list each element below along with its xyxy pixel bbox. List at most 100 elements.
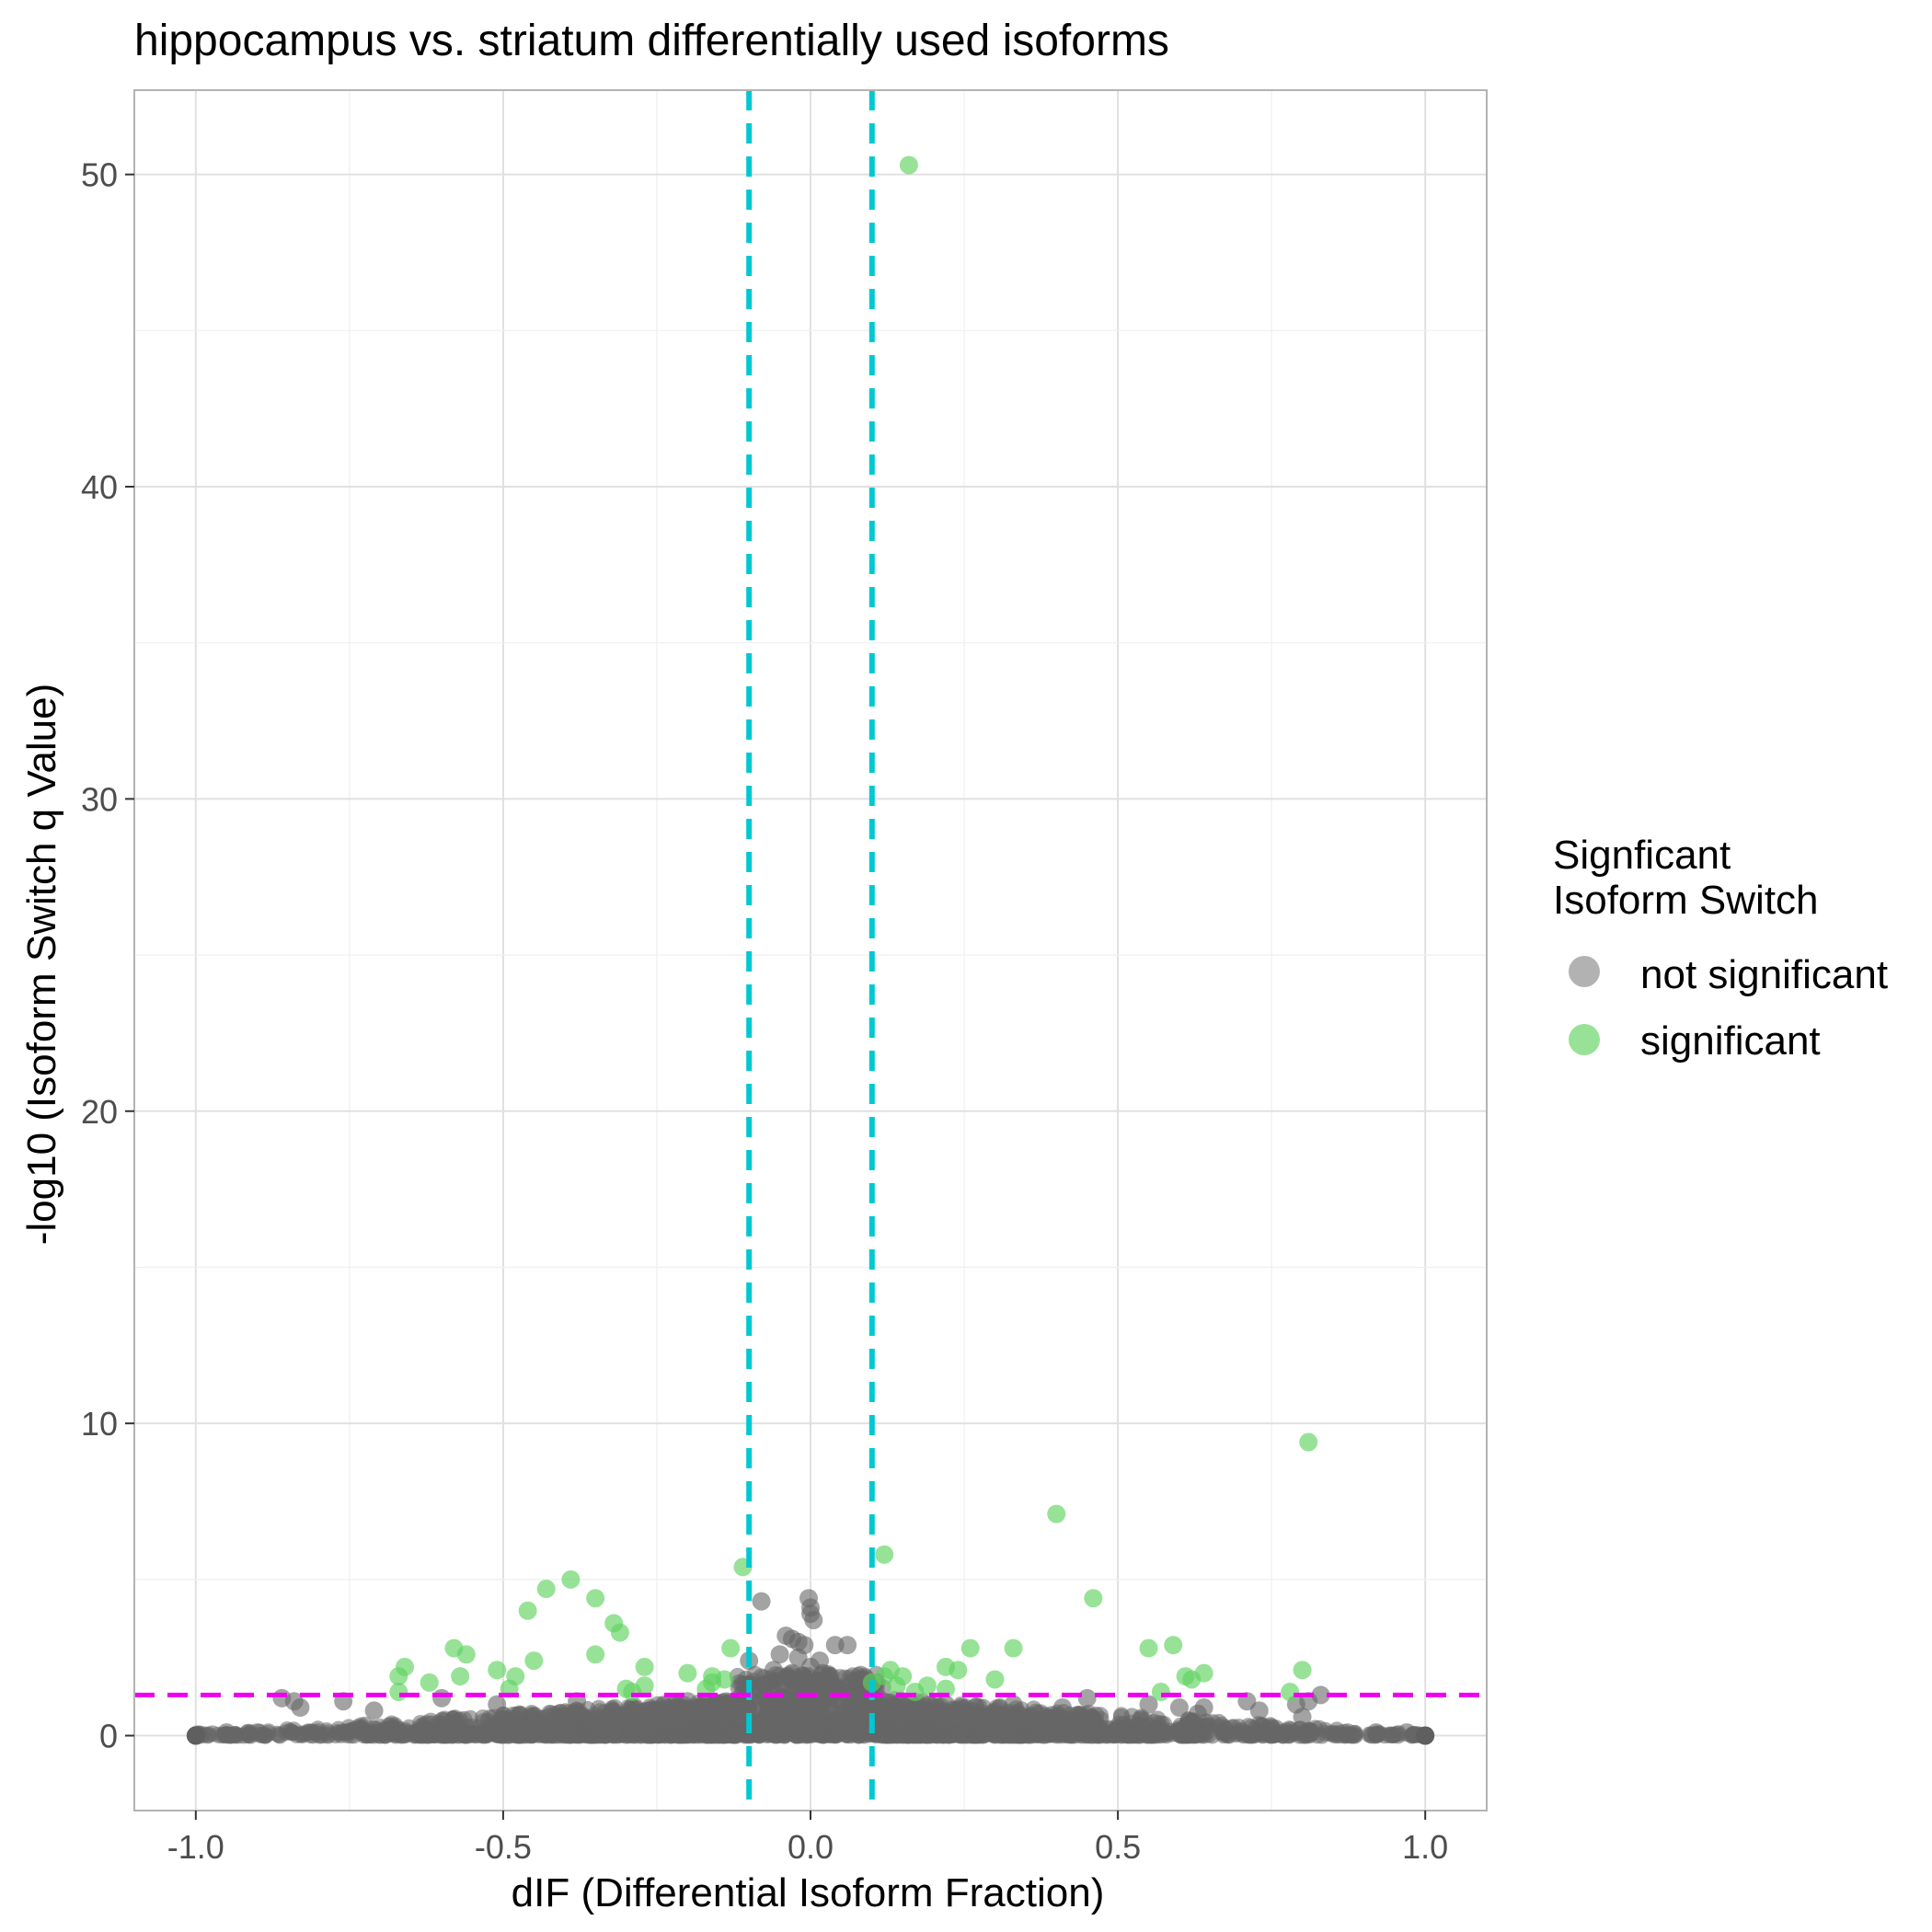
point-not-significant: [607, 1719, 625, 1736]
point-not-significant: [1044, 1720, 1062, 1738]
point-significant: [561, 1570, 581, 1589]
point-not-significant: [1336, 1723, 1353, 1741]
point-not-significant: [563, 1707, 581, 1724]
point-not-significant: [523, 1727, 540, 1744]
point-not-significant: [1052, 1698, 1072, 1718]
point-not-significant: [1188, 1704, 1207, 1723]
point-not-significant: [819, 1702, 836, 1719]
point-not-significant: [940, 1727, 958, 1744]
point-not-significant: [544, 1718, 561, 1735]
point-significant: [451, 1667, 470, 1686]
y-tick-label: 30: [81, 780, 118, 818]
y-axis-label: -log10 (Isoform Switch q Value): [19, 684, 64, 1246]
point-not-significant: [804, 1705, 822, 1722]
point-not-significant: [1219, 1727, 1236, 1744]
point-not-significant: [965, 1727, 983, 1744]
point-not-significant: [303, 1723, 320, 1741]
point-not-significant: [1293, 1708, 1312, 1727]
point-not-significant: [761, 1718, 778, 1735]
point-not-significant: [561, 1720, 579, 1738]
point-not-significant: [1147, 1725, 1165, 1742]
point-not-significant: [1268, 1726, 1285, 1743]
y-tick-label: 50: [81, 156, 118, 194]
point-significant: [1299, 1432, 1318, 1452]
x-tick-label: 0.5: [1095, 1828, 1141, 1866]
x-tick-label: 0.0: [788, 1828, 834, 1866]
point-significant: [586, 1589, 605, 1608]
point-not-significant: [671, 1724, 688, 1742]
point-significant: [1194, 1663, 1213, 1683]
point-not-significant: [837, 1684, 855, 1701]
point-not-significant: [364, 1701, 384, 1720]
point-significant: [875, 1545, 894, 1564]
x-axis-ticks: -1.0 -0.5 0.0 0.5 1.0: [167, 1811, 1448, 1866]
point-not-significant: [995, 1708, 1012, 1726]
point-not-significant: [475, 1713, 492, 1731]
point-not-significant: [1012, 1727, 1029, 1744]
point-not-significant: [725, 1727, 742, 1744]
point-not-significant: [698, 1721, 716, 1739]
point-not-significant: [282, 1722, 299, 1740]
chart-title: hippocampus vs. striatum differentially …: [134, 17, 1169, 65]
point-not-significant: [928, 1727, 946, 1744]
point-not-significant: [1311, 1685, 1330, 1705]
point-significant: [420, 1673, 439, 1692]
point-not-significant: [621, 1726, 638, 1743]
point-significant: [899, 155, 918, 175]
point-not-significant: [319, 1724, 337, 1742]
point-significant: [389, 1667, 408, 1686]
point-not-significant: [968, 1713, 985, 1731]
point-not-significant: [1080, 1704, 1098, 1721]
point-not-significant: [1210, 1714, 1227, 1731]
point-not-significant: [272, 1688, 292, 1708]
legend: Signficant Isoform Switch not significan…: [1553, 833, 1888, 1064]
point-significant: [635, 1657, 654, 1676]
point-not-significant: [1317, 1724, 1334, 1742]
point-not-significant: [591, 1724, 608, 1742]
point-not-significant: [713, 1700, 730, 1718]
point-not-significant: [1169, 1698, 1189, 1718]
point-not-significant: [647, 1700, 664, 1718]
y-tick-label: 40: [81, 468, 118, 506]
y-tick-label: 10: [81, 1405, 118, 1443]
point-significant: [1293, 1661, 1312, 1680]
point-not-significant: [820, 1667, 839, 1686]
point-not-significant: [375, 1727, 393, 1744]
point-not-significant: [850, 1727, 868, 1744]
point-not-significant: [1385, 1727, 1402, 1744]
point-significant: [887, 1676, 906, 1696]
point-not-significant: [770, 1645, 789, 1664]
point-not-significant: [899, 1706, 916, 1723]
point-significant: [524, 1651, 544, 1671]
point-significant: [586, 1645, 605, 1664]
x-axis-label: dIF (Differential Isoform Fraction): [512, 1870, 1105, 1915]
point-not-significant: [450, 1720, 467, 1738]
x-tick-label: -0.5: [475, 1828, 532, 1866]
point-significant: [1139, 1639, 1158, 1658]
point-significant: [1281, 1683, 1300, 1702]
point-not-significant: [838, 1636, 857, 1655]
point-not-significant: [764, 1661, 783, 1680]
point-not-significant: [642, 1721, 660, 1739]
point-significant: [715, 1670, 734, 1689]
point-significant: [389, 1683, 408, 1702]
point-not-significant: [291, 1698, 310, 1718]
point-significant: [1004, 1639, 1023, 1658]
point-significant: [518, 1601, 537, 1620]
point-not-significant: [1254, 1723, 1271, 1741]
point-significant: [536, 1580, 556, 1599]
x-tick-label: -1.0: [167, 1828, 224, 1866]
point-not-significant: [991, 1723, 1008, 1741]
point-not-significant: [488, 1695, 507, 1714]
point-not-significant: [621, 1700, 638, 1718]
point-significant: [960, 1639, 980, 1658]
point-not-significant: [1101, 1725, 1119, 1742]
point-not-significant: [804, 1610, 823, 1629]
point-not-significant: [880, 1720, 897, 1738]
point-not-significant: [1416, 1726, 1435, 1745]
threshold-lines: [134, 90, 1487, 1811]
legend-label-not-significant: not significant: [1640, 952, 1888, 997]
point-significant: [456, 1645, 476, 1664]
x-tick-label: 1.0: [1402, 1828, 1448, 1866]
